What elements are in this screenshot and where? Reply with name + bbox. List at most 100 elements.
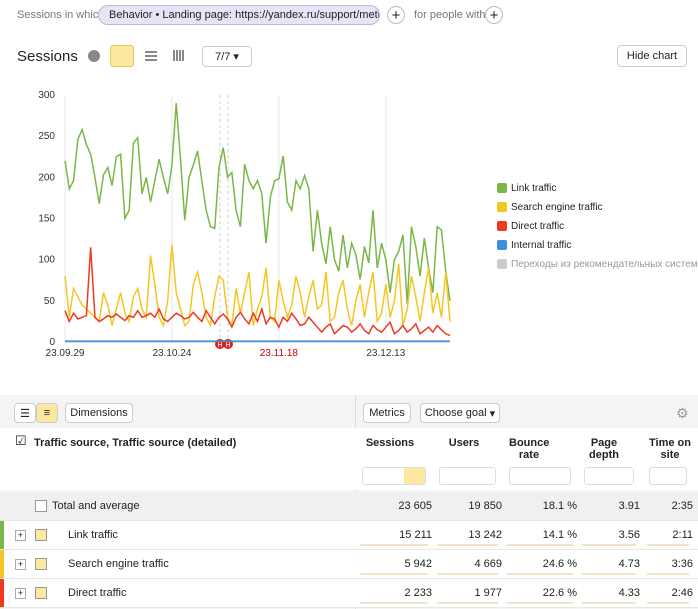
report-title: Sessions — [17, 48, 78, 65]
cell: 5 942 — [360, 558, 432, 570]
expand: + — [15, 559, 26, 570]
goal-btn[interactable]: Choose goal ▾ — [420, 403, 500, 423]
chart: 05010015020025030023.09.2923.10.2423.11.… — [0, 80, 698, 380]
row-color — [0, 579, 4, 607]
area-icon[interactable] — [145, 51, 157, 61]
holiday-label: H — [217, 342, 222, 349]
metrics-text: Metrics — [369, 407, 404, 419]
expand: + — [15, 530, 26, 541]
tree-view[interactable]: ≡ — [36, 403, 58, 423]
row-color — [0, 550, 4, 578]
legend-label: Direct traffic — [511, 221, 564, 232]
bars-icon[interactable] — [173, 50, 185, 61]
list-view[interactable]: ☰ — [14, 403, 36, 423]
people-text: for people with — [414, 9, 486, 21]
column-header: Page depth — [584, 437, 624, 461]
cell-bar — [360, 544, 428, 546]
filter-prefix: Sessions in which — [17, 9, 104, 21]
column-icons — [362, 467, 426, 485]
legend-swatch — [497, 221, 507, 231]
column-icons — [584, 467, 634, 485]
cell: 3:36 — [647, 558, 693, 570]
add-people[interactable]: + — [485, 6, 503, 24]
column-header: Sessions — [362, 437, 418, 449]
cell: 2:46 — [647, 587, 693, 599]
cell-bar — [507, 602, 573, 604]
x-tick-label: 23.11.18 — [260, 348, 299, 359]
goals-dropdown[interactable]: 7/7 ▾ — [202, 46, 252, 67]
cell: 2 233 — [360, 587, 432, 599]
y-tick-label: 0 — [49, 337, 55, 348]
cell-bar — [647, 544, 689, 546]
x-tick-label: 23.09.29 — [46, 348, 85, 359]
goal-text: Choose goal — [425, 407, 487, 419]
series-line — [65, 245, 450, 326]
cell: 23 605 — [360, 500, 432, 512]
filter-chip[interactable]: Behavior • Landing page: https://yandex.… — [98, 5, 380, 25]
header-check[interactable]: ☑ — [15, 433, 27, 449]
line-icon[interactable] — [110, 45, 134, 67]
legend-swatch — [497, 240, 507, 250]
column-header: Time on site — [649, 437, 691, 461]
column-icons — [509, 467, 571, 485]
cell-bar — [647, 573, 689, 575]
row-check — [35, 529, 47, 541]
series-line — [65, 247, 450, 335]
row-label: Direct traffic — [68, 587, 126, 599]
cell-bar — [437, 602, 498, 604]
expand: + — [15, 588, 26, 599]
cell: 19 850 — [437, 500, 502, 512]
cell: 24.6 % — [507, 558, 577, 570]
cell: 1 977 — [437, 587, 502, 599]
cell: 3.56 — [582, 529, 640, 541]
cell-bar — [360, 602, 428, 604]
legend-swatch — [497, 183, 507, 193]
cell: 2:35 — [647, 500, 693, 512]
legend-label: Search engine traffic — [511, 202, 603, 213]
row-check — [35, 500, 47, 512]
chip-text: Behavior • Landing page: https://yandex.… — [109, 9, 380, 21]
y-tick-label: 300 — [38, 90, 55, 101]
x-tick-label: 23.10.24 — [152, 348, 191, 359]
row-check — [35, 587, 47, 599]
cell: 14.1 % — [507, 529, 577, 541]
cell-bar — [582, 544, 636, 546]
holiday-label: H — [225, 342, 230, 349]
cell-bar — [507, 573, 573, 575]
dimensions-text: Dimensions — [70, 407, 127, 419]
goals-count: 7/7 — [215, 51, 230, 63]
row-label: Search engine traffic — [68, 558, 169, 570]
x-tick-label: 23.12.13 — [366, 348, 405, 359]
dimension-header: Traffic source, Traffic source (detailed… — [34, 437, 236, 449]
cell: 4 669 — [437, 558, 502, 570]
cell-bar — [582, 573, 636, 575]
y-tick-label: 200 — [38, 172, 55, 183]
cell-bar — [647, 602, 689, 604]
cell-bar — [437, 544, 498, 546]
cell: 18.1 % — [507, 500, 577, 512]
cell: 3.91 — [582, 500, 640, 512]
hide-chart[interactable]: Hide chart — [617, 45, 687, 67]
legend-label: Link traffic — [511, 183, 556, 194]
pie-icon[interactable] — [88, 50, 100, 62]
add-filter[interactable]: + — [387, 6, 405, 24]
cell-bar — [507, 544, 573, 546]
hide-chart-text: Hide chart — [627, 50, 677, 62]
settings[interactable]: ⚙ — [676, 405, 689, 422]
dimensions-btn[interactable]: Dimensions — [65, 403, 133, 423]
column-icons — [439, 467, 496, 485]
legend-swatch — [497, 202, 507, 212]
column-header: Users — [439, 437, 489, 449]
cell: 22.6 % — [507, 587, 577, 599]
legend-label: Переходы из рекомендательных систем — [511, 259, 698, 270]
cell-bar — [582, 602, 636, 604]
cell: 4.73 — [582, 558, 640, 570]
y-tick-label: 100 — [38, 255, 55, 266]
y-tick-label: 150 — [38, 214, 55, 225]
row-label: Total and average — [52, 500, 139, 512]
row-color — [0, 521, 4, 549]
y-tick-label: 250 — [38, 131, 55, 142]
cell: 15 211 — [360, 529, 432, 541]
metrics-btn[interactable]: Metrics — [363, 403, 411, 423]
